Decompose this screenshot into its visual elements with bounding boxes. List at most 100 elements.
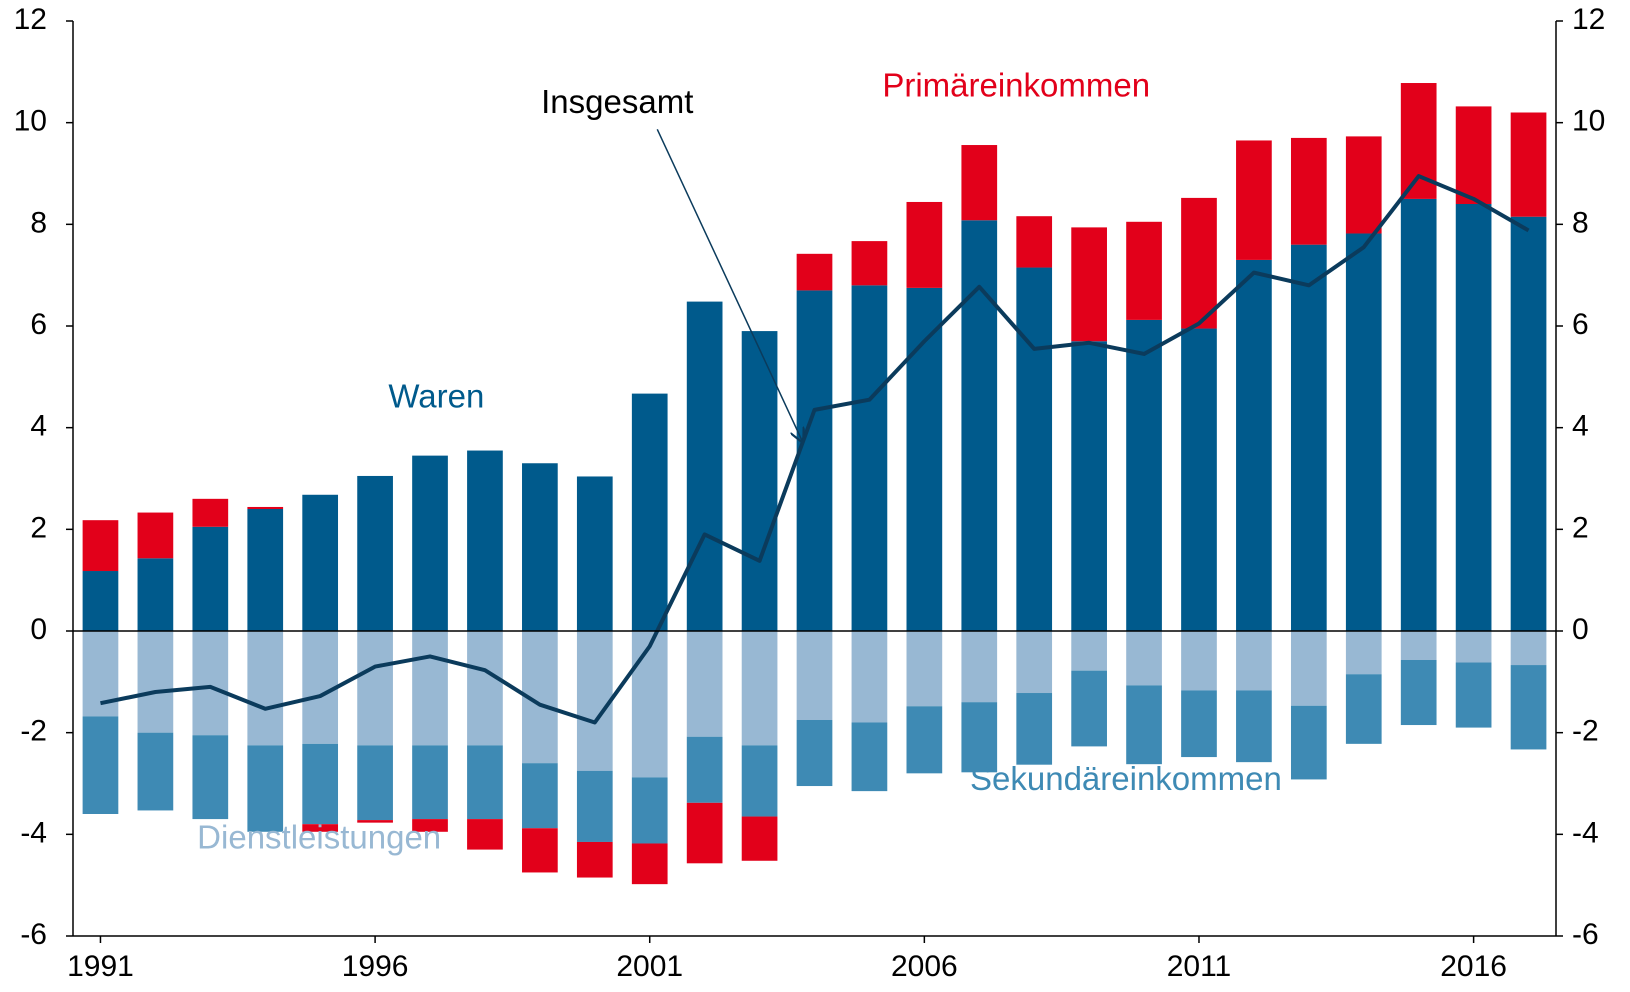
bar-segment [1071, 227, 1107, 342]
x-tick-label: 2016 [1440, 950, 1507, 983]
bar-segment [1455, 631, 1492, 663]
bar-segment [1400, 659, 1437, 726]
bar-segment [1400, 198, 1437, 631]
y-tick-label: 10 [14, 105, 47, 138]
bar-segment [1455, 106, 1492, 204]
bar-segment [1510, 112, 1547, 217]
y-tick-label: -2 [20, 715, 47, 748]
bar-segment [1290, 705, 1327, 780]
y2-tick-label: 10 [1572, 105, 1605, 138]
bar-segment [1455, 204, 1492, 631]
series-label: Dienstleistungen [197, 819, 441, 856]
bar-segment [1016, 267, 1053, 631]
y2-tick-label: -2 [1572, 715, 1599, 748]
bar-segment [796, 719, 833, 787]
bar-segment [1290, 137, 1327, 245]
bar-segment [1071, 341, 1107, 631]
bar-segment [1071, 670, 1107, 747]
bar-segment [82, 571, 119, 631]
bar-segment [1126, 221, 1162, 320]
bar-segment [1126, 631, 1162, 686]
bar-segment [522, 828, 558, 873]
bar-segment [741, 745, 778, 817]
bar-segment [576, 841, 613, 878]
bar-segment [1016, 693, 1053, 765]
bar-segment [1510, 216, 1547, 632]
bar-segment [1400, 631, 1437, 660]
bar-segment [961, 702, 998, 773]
bar-segment [796, 290, 833, 631]
bar-segment [686, 736, 723, 803]
bar-segment [412, 631, 448, 746]
bar-segment [357, 631, 393, 746]
bar-segment [631, 631, 668, 778]
y-tick-label: 12 [14, 3, 47, 36]
bar-segment [686, 631, 723, 737]
bar-segment [357, 745, 393, 821]
series-label: Sekundäreinkommen [970, 760, 1282, 797]
bar-segment [357, 475, 393, 631]
bar-segment [631, 843, 668, 885]
bar-segment [82, 716, 119, 814]
bar-segment [412, 455, 448, 631]
y2-tick-label: 0 [1572, 613, 1589, 646]
bar-segment [1510, 665, 1547, 750]
bar-segment [1345, 674, 1382, 744]
bar-segment [1071, 631, 1107, 671]
bar-segment [247, 509, 284, 631]
bar-segment [686, 802, 723, 864]
bar-segment [906, 706, 943, 774]
x-tick-label: 2001 [616, 950, 683, 983]
y2-tick-label: 4 [1572, 410, 1589, 443]
bar-segment [1126, 319, 1162, 631]
x-tick-label: 2011 [1167, 950, 1232, 983]
label-arrow [656, 128, 802, 442]
bar-segment [1290, 631, 1327, 706]
series-label: Waren [388, 378, 484, 415]
bar-segment [1236, 690, 1272, 763]
bar-segment [1016, 216, 1053, 268]
bar-segment [137, 732, 174, 811]
series-label: Primäreinkommen [882, 67, 1150, 104]
bar-segment [412, 745, 448, 820]
bar-segment [741, 331, 778, 631]
bar-segment [906, 631, 943, 707]
line-series [100, 174, 1530, 725]
bar-segment [576, 631, 613, 771]
bar-segment [1236, 140, 1272, 260]
x-tick-label: 1991 [67, 950, 134, 983]
bar-segment [1290, 244, 1327, 631]
bar-segment [192, 498, 229, 527]
y-tick-label: 4 [30, 410, 47, 443]
y-tick-label: -6 [20, 918, 47, 951]
y2-tick-label: -4 [1572, 816, 1599, 849]
bar-segment [192, 735, 229, 820]
bar-segment [1455, 662, 1492, 728]
series-label: Insgesamt [541, 83, 693, 120]
y2-tick-label: 8 [1572, 206, 1589, 239]
bar-segment [906, 201, 943, 288]
bar-segment [82, 520, 119, 572]
bar-segment [467, 819, 503, 850]
y-tick-label: 0 [30, 613, 47, 646]
bar-segment [741, 816, 778, 861]
bar-segment [302, 494, 339, 631]
bar-segment [1181, 631, 1217, 691]
bar-segment [1345, 631, 1382, 675]
bar-segment [686, 301, 723, 631]
bar-segment [1345, 233, 1382, 631]
bar-segment [796, 253, 833, 291]
y-tick-label: 8 [30, 206, 47, 239]
y-tick-label: 2 [30, 511, 47, 544]
bar-segment [522, 463, 558, 631]
y2-tick-label: 12 [1572, 3, 1605, 36]
bar-segment [961, 145, 998, 221]
bar-segment [1236, 631, 1272, 691]
bar-segment [137, 512, 174, 559]
bar-segment [137, 631, 174, 733]
bar-segment [192, 631, 229, 736]
y2-tick-label: 2 [1572, 511, 1589, 544]
bar-segment [247, 506, 284, 509]
bar-segment [631, 777, 668, 844]
